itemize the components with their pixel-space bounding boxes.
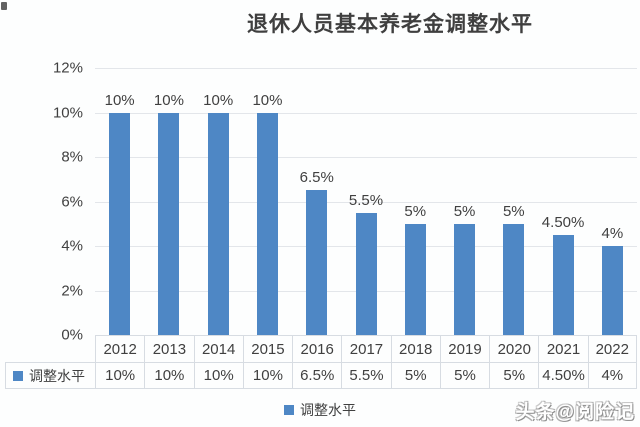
bar-2014 [207,112,229,335]
table-value-cell: 10% [95,362,145,389]
table-value-cell: 5% [439,362,490,389]
table-value-cell: 5% [390,362,440,389]
bar-data-label: 10% [104,91,135,109]
table-year-cell: 2016 [292,335,342,362]
y-axis-tick-label: 6% [61,193,83,210]
y-axis-tick-label: 2% [61,282,83,299]
legend-swatch-icon [284,405,294,415]
bar-2012 [109,112,131,335]
gridline [95,112,637,114]
y-axis: 12% 10% 8% 6% 4% 2% 0% [0,60,86,344]
series-swatch-icon [13,370,23,381]
table-year-cell: 2019 [439,335,490,362]
gridline [95,68,637,69]
table-row-values: 调整水平 10% 10% 10% 10% 6.5% 5.5% 5% 5% 5% 4.50% 4% [5,362,638,389]
y-axis-tick-label: 0% [61,326,83,344]
bar-data-label: 4% [601,225,624,242]
legend-label: 调整水平 [300,402,356,418]
bar-data-label: 5% [404,202,427,220]
plot-area: 10% 10% 10% 10% 6.5% 5.5% 5% 5% 5% 4.50% 4% [95,68,637,336]
table-year-cell: 2022 [587,335,637,362]
table-value-cell: 10% [193,362,243,389]
bar-data-label: 10% [153,91,184,109]
corner-artifact [1,2,7,10]
table-value-cell: 4.50% [538,362,588,389]
bar-2017 [355,212,377,335]
bar-2019 [454,223,476,335]
bar-data-label: 10% [203,91,234,109]
bar-data-label: 5.5% [348,191,384,209]
table-year-cell: 2017 [341,335,391,362]
bar-2022 [601,246,623,335]
table-year-cell: 2015 [242,335,293,362]
bar-2016 [306,190,328,335]
table-legend-label: 调整水平 [29,367,85,384]
chart-legend: 调整水平 [0,400,640,420]
bar-2013 [158,112,180,335]
table-year-cell: 2013 [144,335,194,362]
table-year-cell: 2012 [95,335,145,362]
y-axis-tick-label: 8% [61,148,83,166]
bar-2015 [256,112,278,335]
table-row-years: 2012 2013 2014 2015 2016 2017 2018 2019 2020 2021… [5,335,638,362]
table-value-cell: 4% [587,362,637,389]
bar-2020 [503,223,525,335]
gridline [95,201,637,203]
bar-data-label: 5% [502,202,525,220]
watermark: 头条@阅险记 [515,402,635,423]
chart-title: 退休人员基本养老金调整水平 [247,13,533,36]
data-table: 2012 2013 2014 2015 2016 2017 2018 2019 2020 2021… [5,335,638,389]
gridline [95,157,637,158]
table-year-cell: 2014 [193,335,243,362]
table-value-cell: 6.5% [292,362,342,389]
bar-data-label: 6.5% [299,169,334,187]
bar-data-label: 4.50% [541,213,585,231]
y-axis-tick-label: 10% [52,104,83,121]
bar-data-label: 5% [453,202,476,220]
table-corner-spacer [5,335,95,362]
bar-data-label: 10% [252,91,283,109]
table-value-cell: 5% [489,362,539,389]
table-year-cell: 2020 [489,335,539,362]
table-value-cell: 5.5% [341,362,391,389]
table-year-cell: 2018 [390,335,440,362]
bar-2018 [404,223,426,335]
y-axis-tick-label: 4% [61,237,83,255]
y-axis-tick-label: 12% [52,59,83,77]
table-value-cell: 10% [144,362,194,389]
table-legend-cell: 调整水平 [5,362,95,389]
bar-2021 [552,234,574,335]
table-year-cell: 2021 [538,335,588,362]
table-value-cell: 10% [242,362,293,389]
